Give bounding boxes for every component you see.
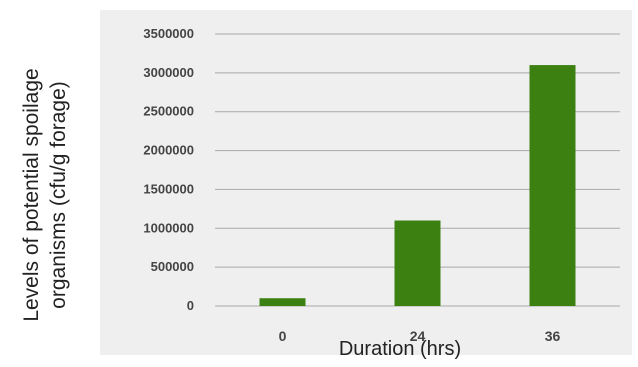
y-tick-label: 0 [187,298,194,313]
y-axis-title-line-1: Levels of potential spoilage [20,68,43,322]
y-tick-label: 1000000 [143,220,194,235]
y-tick-label: 3500000 [143,26,194,41]
x-axis-title: Duration (hrs) [338,338,462,360]
y-tick-label: 2000000 [143,143,194,158]
bar-36 [529,65,576,306]
y-tick-label: 3000000 [143,65,194,80]
y-axis-title-line-2: organisms (cfu/g forage) [47,81,70,309]
y-axis-title: Levels of potential spoilage organisms (… [18,40,72,350]
x-tick-label: 36 [545,328,561,344]
y-tick-label: 2500000 [143,104,194,119]
y-tick-label: 500000 [151,259,194,274]
x-tick-label: 0 [279,328,287,344]
x-tick-label: 24 [410,328,426,344]
y-tick-label: 1500000 [143,181,194,196]
bar-0 [259,298,306,306]
bar-24 [394,220,441,306]
